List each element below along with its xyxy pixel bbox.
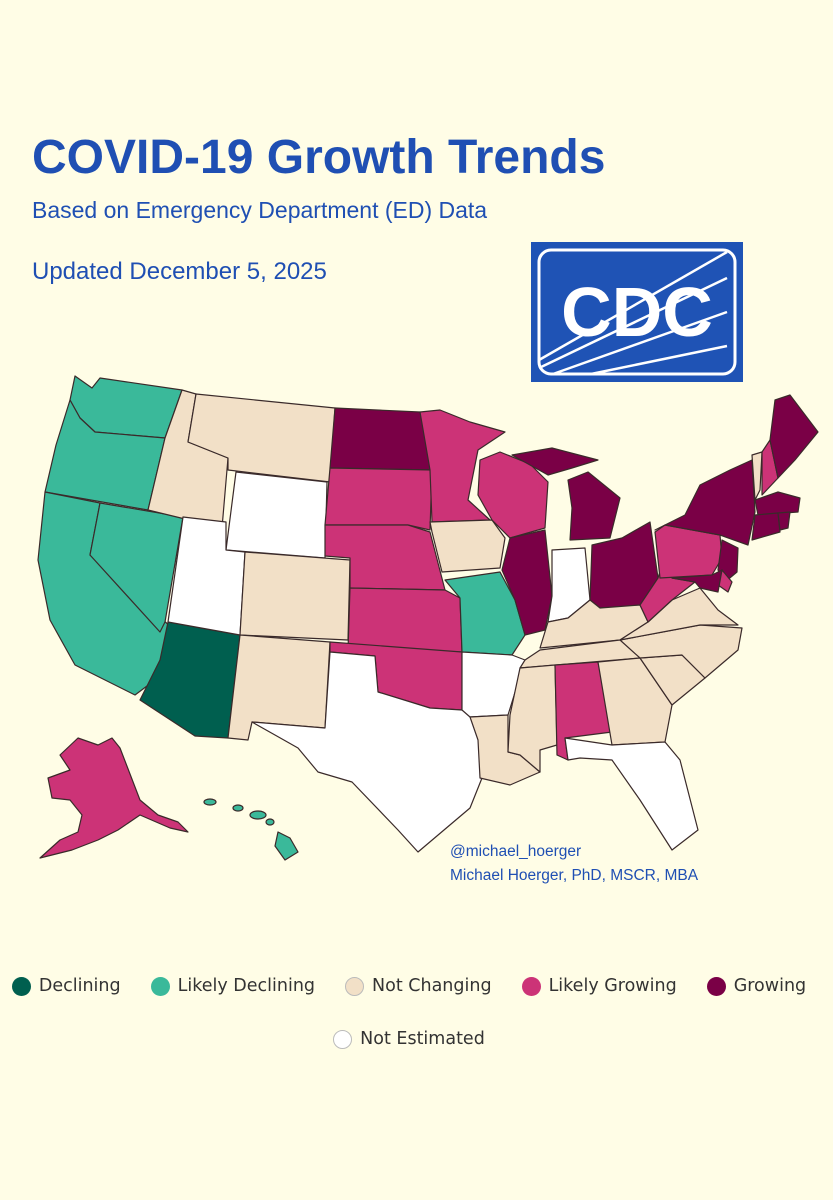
state-ak (39, 737, 189, 859)
page-title: COVID-19 Growth Trends (32, 131, 606, 184)
legend-item-growing: Growing (706, 976, 807, 996)
legend-item-declining: Declining (11, 976, 121, 996)
cdc-logo-text: CDC (561, 273, 713, 351)
updated-date: Updated December 5, 2025 (32, 258, 327, 285)
legend-swatch (11, 976, 31, 996)
state-nd (329, 407, 433, 471)
state-mi (511, 447, 621, 541)
state-hi (203, 798, 299, 861)
state-vt (751, 451, 763, 501)
state-fl (564, 737, 699, 851)
legend-swatch (150, 976, 170, 996)
state-sd (324, 467, 433, 531)
state-co (239, 551, 351, 641)
state-ia (429, 519, 506, 573)
legend-item-not-estimated: Not Estimated (333, 1029, 485, 1049)
legend: Declining Likely Declining Not Changing … (0, 976, 833, 996)
state-wy (225, 471, 328, 559)
legend-label: Not Changing (372, 976, 492, 996)
state-md (671, 569, 723, 593)
us-map (0, 360, 833, 880)
legend-label: Declining (38, 976, 121, 996)
author-name: Michael Hoerger, PhD, MSCR, MBA (450, 867, 699, 884)
legend-row-2: Not Estimated (0, 1029, 833, 1049)
state-mn (419, 409, 506, 523)
legend-swatch (706, 976, 726, 996)
state-tx (251, 651, 483, 853)
legend-swatch (345, 976, 365, 996)
legend-item-not-changing: Not Changing (345, 976, 492, 996)
state-il (501, 529, 553, 636)
author-handle: @michael_hoerger (450, 843, 582, 860)
legend-label: Not Estimated (360, 1029, 485, 1049)
legend-swatch (333, 1029, 353, 1049)
page-subtitle: Based on Emergency Department (ED) Data (32, 197, 488, 223)
legend-label: Likely Growing (548, 976, 677, 996)
state-ri (777, 511, 791, 531)
state-ma (754, 491, 801, 516)
cdc-logo: CDC (531, 242, 743, 382)
state-ga (597, 657, 673, 746)
state-mo (444, 571, 526, 656)
legend-label: Likely Declining (177, 976, 316, 996)
legend-item-likely-growing: Likely Growing (521, 976, 677, 996)
legend-item-likely-declining: Likely Declining (150, 976, 316, 996)
legend-swatch (521, 976, 541, 996)
state-ct (751, 512, 781, 541)
legend-label: Growing (733, 976, 807, 996)
state-wi (477, 451, 549, 539)
state-me (769, 394, 819, 479)
state-ks (347, 587, 463, 653)
